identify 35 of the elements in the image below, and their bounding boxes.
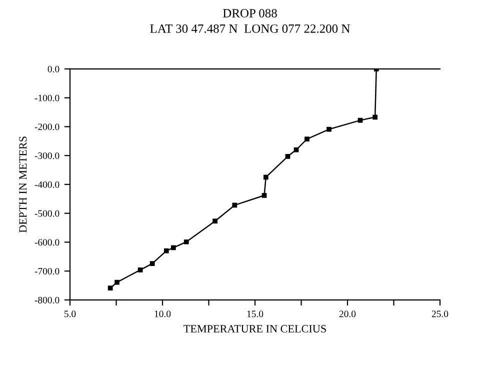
point — [326, 126, 332, 132]
y-tick-label: -400.0 — [34, 181, 60, 188]
point — [184, 239, 189, 244]
y-tick-label: -700.0 — [34, 268, 60, 275]
point — [164, 248, 169, 254]
x-tick-label: 15.0 — [247, 310, 264, 318]
point — [285, 154, 290, 159]
point — [262, 192, 267, 198]
point — [114, 280, 120, 285]
point — [108, 286, 113, 291]
chart-title: DROP 088 — [222, 9, 277, 18]
x-tick-label: 20.0 — [339, 310, 356, 318]
point — [358, 118, 363, 123]
point — [138, 267, 143, 272]
point — [263, 174, 268, 180]
y-tick-label: -100.0 — [34, 94, 60, 102]
point — [170, 245, 176, 250]
chart-subtitle: LAT 30 47.487 N LONG 077 22.200 N — [150, 24, 350, 33]
y-tick-label: -600.0 — [34, 239, 60, 246]
y-tick-label: -500.0 — [34, 210, 60, 217]
point — [212, 218, 218, 224]
point — [294, 147, 299, 152]
y-tick-label: -800.0 — [34, 296, 60, 304]
point — [150, 261, 155, 266]
y-tick-label: 0.0 — [48, 66, 60, 72]
x-tick-label: 5.0 — [64, 310, 76, 318]
y-axis-title: DEPTH IN METERS — [19, 136, 27, 233]
point — [304, 136, 310, 142]
x-tick-label: 25.0 — [432, 310, 448, 318]
y-tick-label: -200.0 — [34, 124, 60, 130]
point — [232, 202, 238, 208]
point — [372, 114, 378, 120]
y-tick-label: -300.0 — [34, 152, 60, 160]
x-tick-label: 10.0 — [154, 310, 171, 318]
x-axis-title: TEMPERATURE IN CELCIUS — [184, 325, 326, 333]
